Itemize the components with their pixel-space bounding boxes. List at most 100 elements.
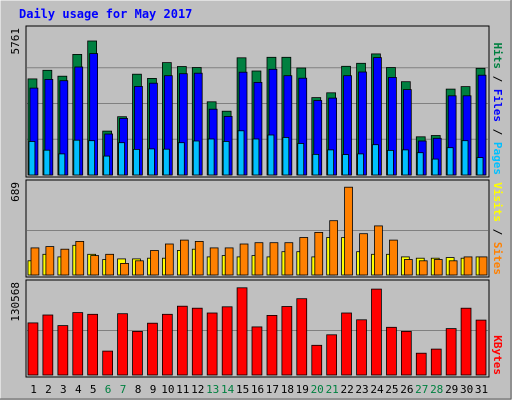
bar-sites-day-17	[269, 242, 279, 276]
bar-kbytes-day-13	[206, 312, 218, 376]
bar-pages-day-18	[282, 137, 290, 176]
bar-pages-day-10	[162, 148, 170, 176]
bar-sites-day-11	[179, 239, 189, 276]
bar-kbytes-day-4	[72, 312, 84, 376]
bar-kbytes-day-7	[117, 313, 128, 376]
x-tick-label: 20	[311, 383, 324, 396]
bar-pages-day-28	[431, 158, 439, 176]
legend-separator: /	[491, 222, 504, 242]
x-tick-label: 6	[105, 383, 112, 396]
legend-files: Files	[491, 89, 504, 122]
bar-sites-day-6	[105, 253, 114, 276]
x-tick-label: 23	[355, 383, 368, 396]
x-tick-label: 29	[445, 383, 458, 396]
bar-pages-day-21	[327, 149, 335, 176]
bar-pages-day-24	[372, 144, 379, 176]
bar-pages-day-29	[446, 147, 454, 176]
bar-sites-day-5	[90, 255, 99, 276]
x-tick-label: 26	[400, 383, 413, 396]
legend-sites: Sites	[491, 242, 504, 275]
panel-legend: Visits / Sites	[491, 182, 504, 275]
bar-kbytes-day-17	[266, 314, 278, 376]
bar-kbytes-day-22	[341, 312, 352, 376]
x-tick-label: 2	[45, 383, 52, 396]
bar-pages-day-27	[416, 152, 424, 176]
bar-kbytes-day-10	[161, 313, 173, 376]
bar-pages-day-17	[267, 134, 275, 176]
bar-kbytes-day-26	[400, 330, 412, 376]
bar-kbytes-day-3	[57, 325, 69, 376]
bar-sites-day-15	[239, 243, 249, 276]
bar-pages-day-12	[192, 140, 200, 176]
x-tick-label: 18	[281, 383, 294, 396]
bar-kbytes-day-24	[371, 288, 382, 376]
y-max-label: 689	[9, 182, 22, 202]
bar-pages-day-11	[177, 142, 185, 176]
bar-kbytes-day-12	[191, 307, 203, 376]
x-tick-label: 9	[150, 383, 157, 396]
x-tick-label: 10	[161, 383, 174, 396]
bar-kbytes-day-21	[326, 334, 338, 376]
bar-pages-day-9	[148, 148, 155, 176]
bar-kbytes-day-18	[281, 306, 293, 376]
bar-kbytes-day-20	[311, 344, 323, 376]
bar-pages-day-23	[357, 153, 364, 176]
x-tick-label: 12	[191, 383, 204, 396]
bar-pages-day-30	[461, 140, 469, 176]
legend-pages: Pages	[491, 142, 504, 175]
x-tick-label: 16	[251, 383, 264, 396]
x-tick-label: 14	[221, 383, 235, 396]
bar-pages-day-31	[476, 157, 484, 176]
bar-kbytes-day-19	[296, 298, 308, 376]
legend-separator: /	[491, 122, 504, 142]
bar-pages-day-6	[103, 155, 110, 176]
x-tick-label: 25	[385, 383, 398, 396]
x-tick-label: 5	[90, 383, 97, 396]
bar-sites-day-29	[448, 260, 458, 276]
bar-pages-day-19	[297, 143, 305, 176]
y-max-label: 5761	[9, 28, 22, 55]
bar-pages-day-15	[237, 130, 245, 176]
bar-pages-day-1	[28, 141, 36, 176]
x-tick-label: 19	[296, 383, 309, 396]
bar-sites-day-1	[30, 247, 40, 276]
panel-2: 689 Visits / Sites	[9, 179, 504, 278]
bar-sites-day-20	[314, 231, 324, 276]
bar-pages-day-5	[88, 140, 95, 176]
bar-kbytes-day-8	[132, 330, 143, 376]
bar-kbytes-day-6	[102, 350, 113, 376]
bar-kbytes-day-2	[42, 314, 54, 376]
panel-legend: KBytes	[491, 335, 504, 375]
bar-sites-day-8	[135, 260, 144, 276]
bar-sites-day-16	[254, 242, 264, 276]
x-tick-label: 27	[415, 383, 428, 396]
x-tick-label: 4	[75, 383, 82, 396]
bar-sites-day-24	[374, 225, 383, 276]
x-tick-label: 15	[236, 383, 249, 396]
bar-kbytes-day-16	[251, 326, 263, 376]
bar-kbytes-day-1	[27, 322, 39, 376]
x-tick-label: 13	[206, 383, 219, 396]
panel-3: 130568 KBytes	[9, 279, 504, 378]
bar-kbytes-day-31	[475, 319, 487, 376]
x-tick-label: 30	[460, 383, 473, 396]
bar-kbytes-day-27	[415, 352, 427, 376]
bar-sites-day-13	[209, 247, 219, 276]
bar-kbytes-day-9	[147, 322, 158, 376]
bar-pages-day-4	[73, 139, 81, 176]
bar-pages-day-14	[222, 141, 230, 176]
bar-sites-day-21	[329, 220, 339, 276]
bar-kbytes-day-25	[386, 326, 397, 376]
bar-sites-day-28	[433, 259, 443, 276]
bar-sites-day-10	[164, 243, 174, 276]
chart-title: Daily usage for May 2017	[19, 7, 192, 21]
x-tick-label: 7	[120, 383, 127, 396]
bar-sites-day-19	[299, 237, 309, 276]
x-tick-label: 8	[135, 383, 142, 396]
x-tick-label: 17	[266, 383, 279, 396]
bar-sites-day-31	[478, 256, 488, 276]
bar-kbytes-day-15	[236, 287, 248, 376]
bar-kbytes-day-23	[356, 319, 367, 376]
bar-pages-day-8	[133, 148, 140, 176]
